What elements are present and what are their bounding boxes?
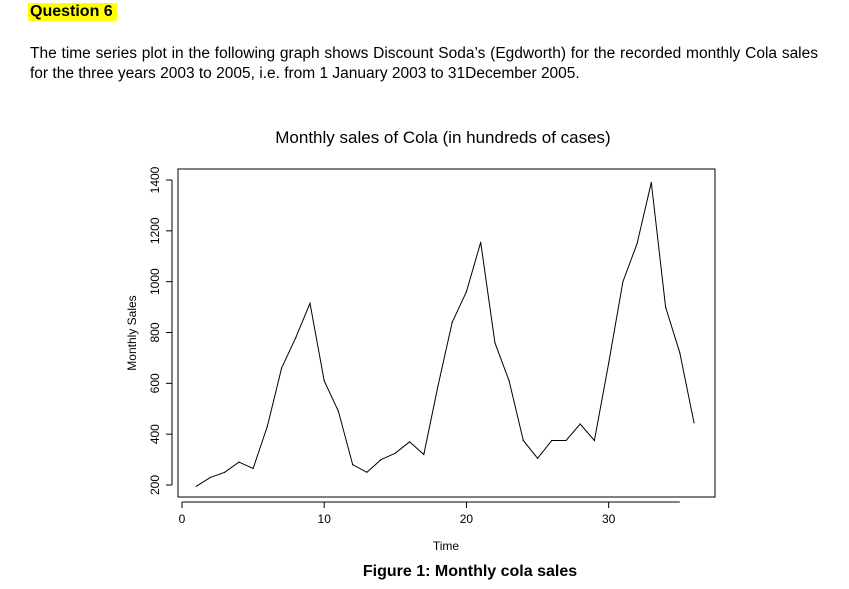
- x-axis: 0 10 20 30: [179, 501, 680, 526]
- data-point: [565, 439, 567, 442]
- x-tick-label: 0: [179, 512, 186, 526]
- data-point: [537, 457, 539, 459]
- data-point: [636, 242, 638, 245]
- data-points: [195, 181, 695, 487]
- data-point: [366, 471, 368, 473]
- y-tick-label: 800: [148, 322, 162, 342]
- data-point: [593, 439, 596, 442]
- sales-series-line: [195, 182, 695, 487]
- time-series-chart: Monthly sales of Cola (in hundreds of ca…: [125, 128, 716, 553]
- data-point: [337, 410, 339, 412]
- data-point: [238, 461, 240, 463]
- data-point: [465, 291, 467, 293]
- data-point: [352, 464, 354, 466]
- y-tick-label: 400: [148, 424, 162, 444]
- data-point: [494, 342, 496, 344]
- data-point: [224, 471, 226, 473]
- y-tick-label: 1200: [148, 217, 162, 244]
- y-tick-label: 600: [148, 373, 162, 393]
- data-point: [195, 485, 197, 487]
- data-point: [480, 241, 482, 243]
- data-point: [209, 476, 211, 478]
- y-axis-label: Monthly Sales: [125, 295, 139, 370]
- data-point: [693, 422, 695, 424]
- data-point: [622, 281, 624, 283]
- data-point: [679, 352, 681, 354]
- question-label: Question 6: [28, 3, 117, 21]
- y-axis: 200 400 600 800 1000 1200 1400: [148, 166, 173, 495]
- data-point: [451, 321, 453, 323]
- data-point: [551, 439, 553, 442]
- x-tick-label: 10: [318, 512, 332, 526]
- data-point: [608, 362, 610, 364]
- x-axis-label: Time: [433, 539, 460, 553]
- data-point: [309, 302, 311, 304]
- data-point: [409, 441, 411, 443]
- data-point: [323, 380, 325, 382]
- data-point: [579, 423, 581, 425]
- plot-frame: [177, 168, 716, 498]
- data-point: [650, 181, 652, 184]
- data-point: [281, 367, 283, 369]
- data-point: [380, 459, 382, 461]
- data-point: [252, 467, 254, 470]
- y-tick-label: 1000: [148, 268, 162, 295]
- data-point: [522, 439, 524, 442]
- data-point: [295, 337, 297, 339]
- figure-caption: Figure 1: Monthly cola sales: [362, 563, 578, 580]
- data-point: [423, 453, 425, 456]
- question-text: The time series plot in the following gr…: [30, 45, 818, 82]
- chart-title: Monthly sales of Cola (in hundreds of ca…: [275, 128, 610, 147]
- y-tick-label: 200: [148, 475, 162, 495]
- data-point: [266, 425, 268, 428]
- data-point: [508, 380, 510, 382]
- y-tick-label: 1400: [148, 166, 162, 193]
- data-point: [665, 306, 667, 308]
- x-tick-label: 20: [460, 512, 474, 526]
- data-point: [437, 385, 439, 387]
- data-point: [394, 452, 396, 454]
- x-tick-label: 30: [602, 512, 616, 526]
